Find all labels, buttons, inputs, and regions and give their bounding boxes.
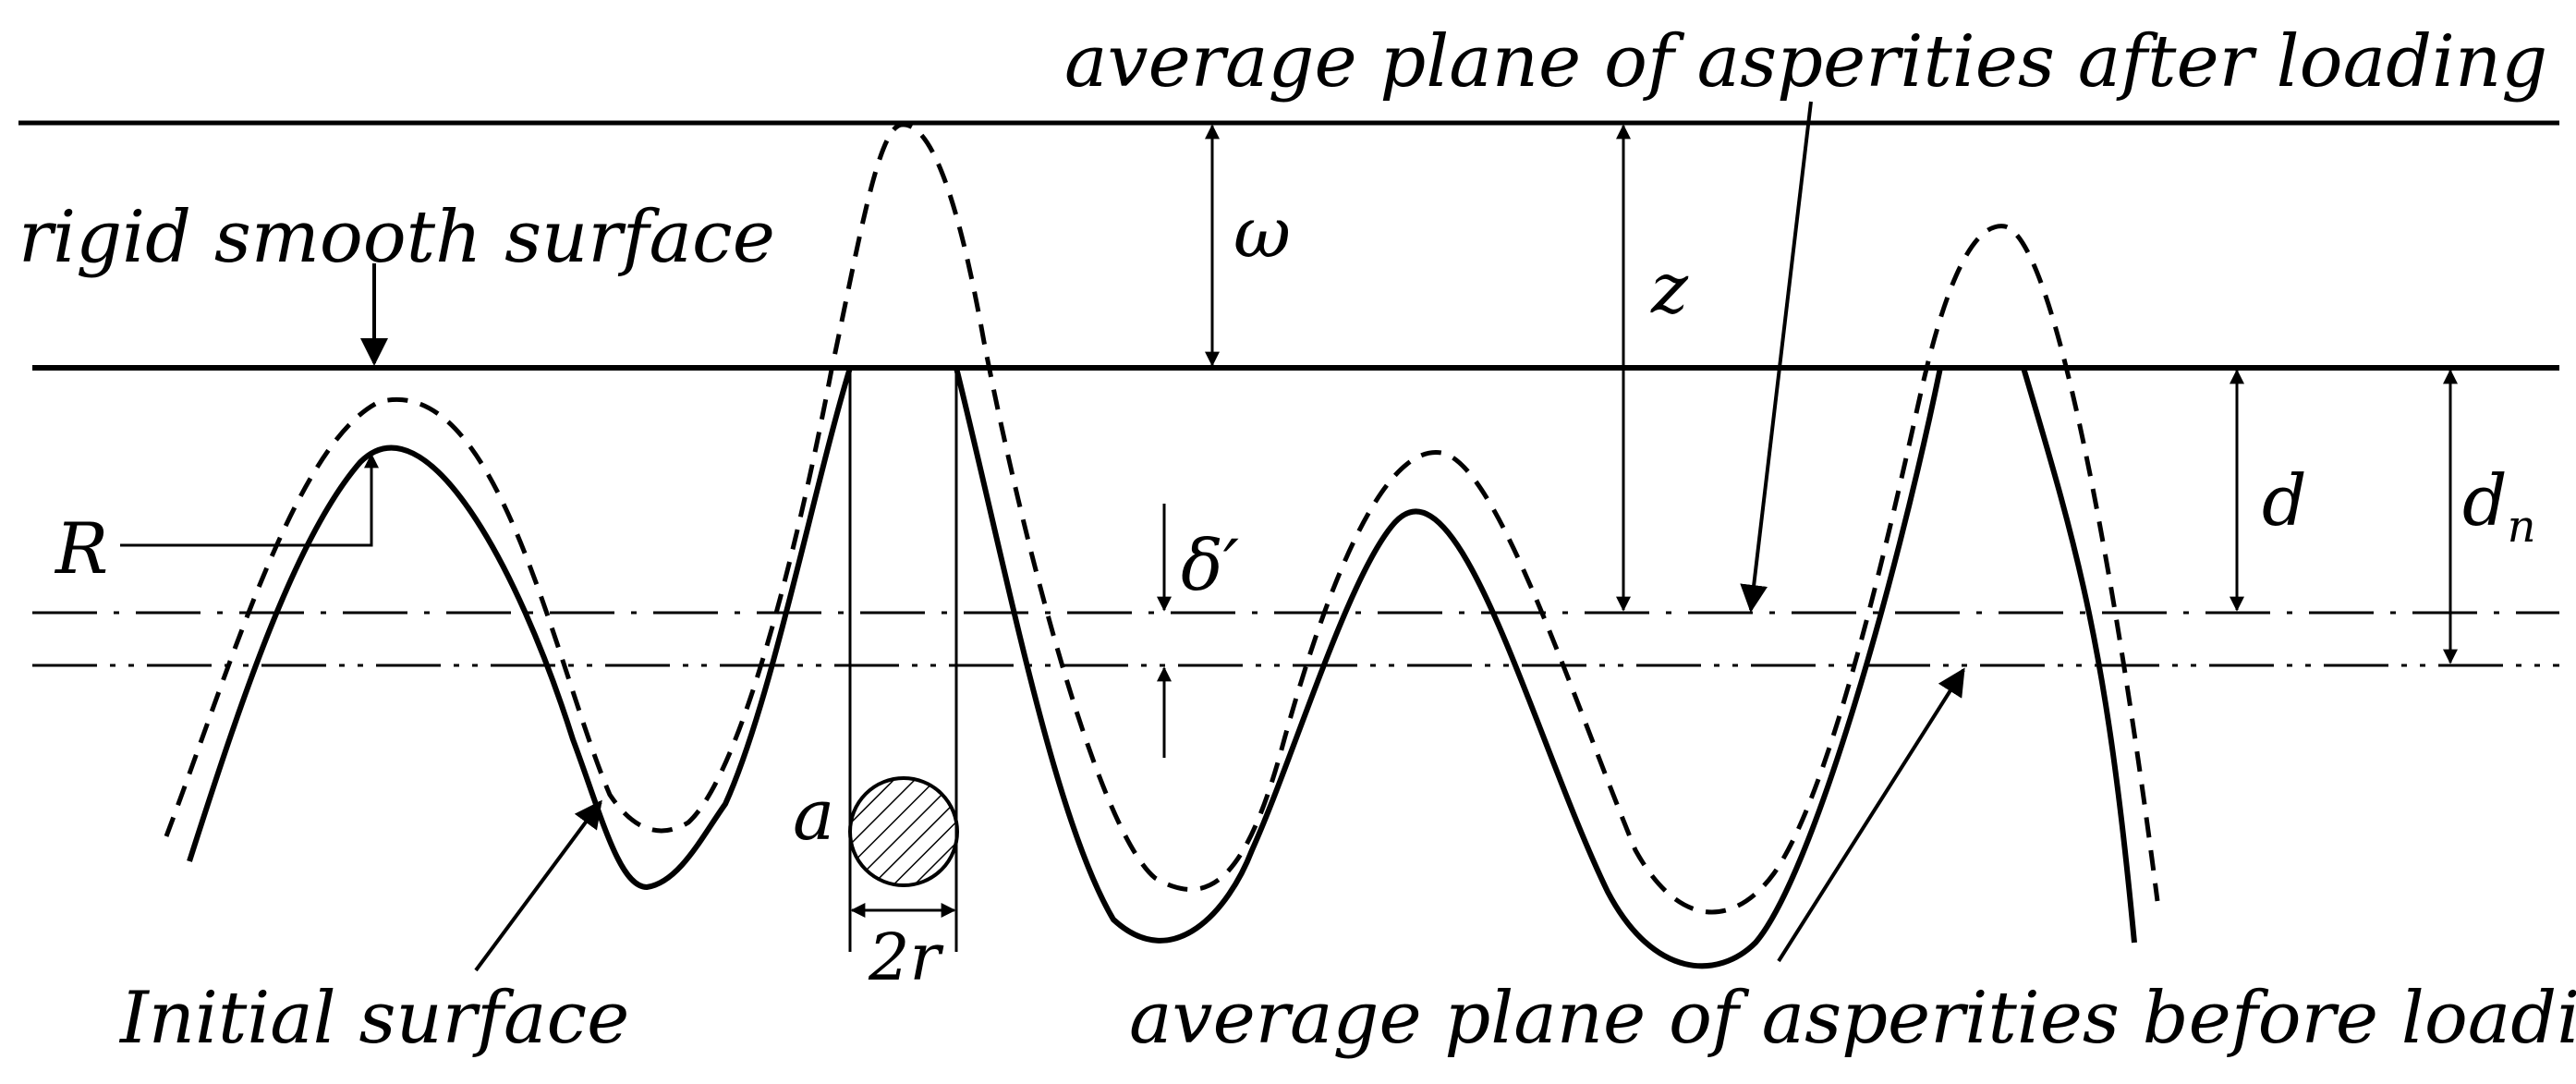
dn-subscript: n (2508, 501, 2536, 553)
contact-radius-symbol: a (793, 773, 834, 856)
loaded-surface-profile (164, 122, 2160, 915)
before-loading-arrow (1777, 667, 1965, 963)
z-symbol: z (1650, 247, 1689, 329)
initial-surface-arrow (474, 799, 602, 972)
omega-symbol: ω (1233, 191, 1291, 274)
dn-base: d (2462, 459, 2508, 542)
initial-surface-profile (187, 367, 2137, 969)
contact-area-circle (848, 776, 959, 887)
contact-diameter-symbol: 2r (868, 920, 944, 995)
radius-symbol: R (54, 507, 108, 590)
after-loading-label: average plane of asperities after loadin… (1064, 20, 2547, 104)
rigid-surface-label: rigid smooth surface (18, 196, 775, 279)
dn-symbol: dn (2462, 459, 2536, 553)
d-symbol: d (2262, 459, 2307, 542)
radius-leader (120, 453, 379, 547)
initial-surface-label: Initial surface (118, 977, 629, 1060)
before-loading-label: average plane of asperities before loadi… (1129, 977, 2576, 1060)
after-loading-arrow (1740, 101, 1813, 613)
delta-prime-symbol: δ′ (1181, 524, 1239, 606)
